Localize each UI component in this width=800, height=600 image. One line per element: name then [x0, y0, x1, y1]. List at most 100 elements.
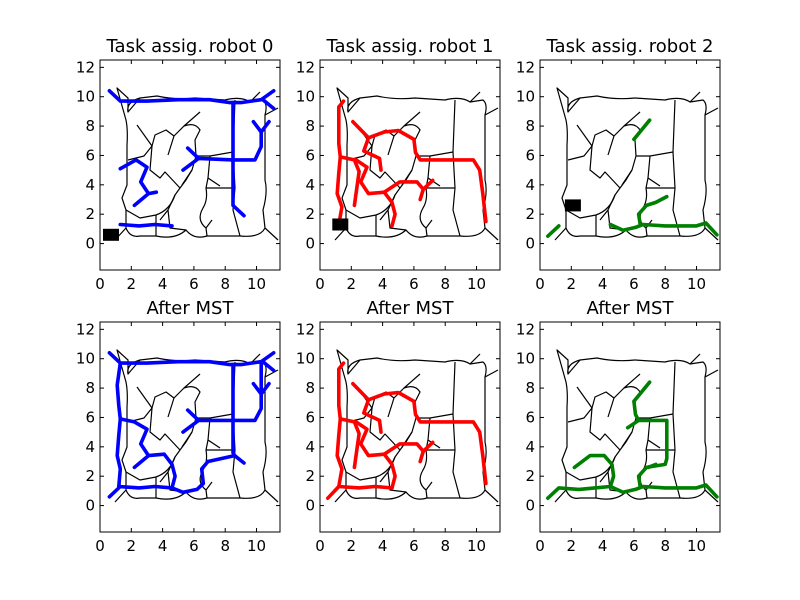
- path-segment: [338, 417, 361, 470]
- path-segment: [335, 361, 394, 490]
- y-tick-label: 4: [305, 438, 315, 456]
- y-tick-label: 2: [525, 205, 535, 223]
- path-segment: [118, 222, 174, 228]
- y-tick-label: 4: [525, 176, 535, 194]
- path-segment: [181, 130, 264, 172]
- y-tick-label: 2: [85, 205, 95, 223]
- path-segment: [132, 453, 151, 470]
- y-tick-label: 6: [525, 408, 535, 426]
- y-tick-label: 0: [85, 497, 95, 515]
- y-tick-label: 6: [525, 146, 535, 164]
- path-segment: [107, 484, 123, 499]
- y-tick-label: 4: [525, 438, 535, 456]
- subplot-after-mst-robot-2: 0 2 4 6 8 10 0 2 4 6 8 10 12 After MST: [516, 298, 721, 555]
- y-tick-label: 2: [525, 467, 535, 485]
- x-tick-label: 6: [189, 275, 199, 293]
- x-tick-label: 2: [347, 275, 357, 293]
- subplot-title: After MST: [147, 298, 235, 319]
- path-segment: [231, 100, 246, 218]
- x-tick-label: 8: [440, 537, 450, 555]
- x-tick-label: 10: [467, 275, 486, 293]
- path-segment: [545, 224, 561, 238]
- y-tick-label: 10: [516, 350, 535, 368]
- x-tick-label: 8: [220, 275, 230, 293]
- x-tick-label: 0: [315, 275, 325, 293]
- x-tick-label: 2: [567, 275, 577, 293]
- path-segment: [351, 381, 383, 434]
- y-tick-label: 12: [76, 320, 95, 338]
- y-tick-label: 8: [85, 117, 95, 135]
- subplot-title: Task assig. robot 2: [546, 36, 714, 57]
- y-tick-label: 10: [296, 350, 315, 368]
- y-tick-label: 4: [85, 438, 95, 456]
- path-segment: [338, 155, 361, 208]
- y-tick-label: 10: [76, 350, 95, 368]
- x-tick-label: 4: [158, 537, 168, 555]
- y-tick-label: 10: [516, 88, 535, 106]
- path-segment: [231, 362, 246, 465]
- x-tick-label: 4: [598, 537, 608, 555]
- x-tick-label: 10: [467, 537, 486, 555]
- y-tick-label: 12: [76, 58, 95, 76]
- series-paths: [107, 89, 276, 228]
- robot-marker: [564, 199, 581, 212]
- y-tick-label: 2: [85, 467, 95, 485]
- path-segment: [366, 390, 488, 486]
- path-segment: [366, 128, 488, 224]
- x-tick-label: 10: [247, 275, 266, 293]
- x-tick-label: 0: [95, 275, 105, 293]
- y-tick-label: 6: [305, 146, 315, 164]
- y-tick-label: 6: [85, 146, 95, 164]
- x-tick-label: 6: [409, 275, 419, 293]
- x-tick-label: 6: [189, 537, 199, 555]
- path-segment: [335, 99, 346, 227]
- y-tick-label: 6: [85, 408, 95, 426]
- path-segment: [608, 221, 719, 237]
- path-segment: [351, 119, 383, 172]
- y-tick-label: 12: [296, 58, 315, 76]
- path-segment: [206, 453, 237, 464]
- subplot-task-robot-2: 0 2 4 6 8 10 0 2 4 6 8 10 12 Task assig. robot 2: [516, 36, 721, 293]
- path-segment: [181, 359, 264, 434]
- x-tick-label: 8: [220, 537, 230, 555]
- y-tick-label: 10: [296, 88, 315, 106]
- y-tick-label: 0: [525, 497, 535, 515]
- path-segment: [118, 417, 210, 495]
- x-tick-label: 10: [687, 275, 706, 293]
- axes-frame: [319, 59, 501, 271]
- x-tick-label: 10: [247, 537, 266, 555]
- subplot-title: Task assig. robot 1: [326, 36, 494, 57]
- x-tick-label: 4: [378, 537, 388, 555]
- path-segment: [636, 194, 669, 227]
- path-segment: [260, 359, 276, 373]
- path-segment: [382, 440, 435, 457]
- y-tick-label: 8: [305, 117, 315, 135]
- subplot-title: After MST: [587, 298, 675, 319]
- y-tick-label: 8: [305, 379, 315, 397]
- x-tick-label: 6: [629, 537, 639, 555]
- subplot-title: After MST: [367, 298, 455, 319]
- path-segment: [118, 158, 159, 208]
- path-segment: [545, 483, 719, 501]
- x-tick-label: 8: [660, 275, 670, 293]
- x-tick-label: 4: [378, 275, 388, 293]
- path-segment: [418, 449, 426, 464]
- y-tick-label: 10: [76, 88, 95, 106]
- y-tick-label: 0: [305, 235, 315, 253]
- y-tick-label: 0: [305, 497, 315, 515]
- y-tick-label: 4: [85, 176, 95, 194]
- y-tick-label: 12: [516, 58, 535, 76]
- y-tick-label: 4: [305, 176, 315, 194]
- path-segment: [632, 118, 652, 142]
- x-tick-label: 6: [629, 275, 639, 293]
- x-tick-label: 0: [535, 537, 545, 555]
- x-tick-label: 2: [567, 537, 577, 555]
- x-tick-label: 2: [347, 537, 357, 555]
- axes-frame: [539, 59, 721, 271]
- x-tick-label: 8: [660, 537, 670, 555]
- series-paths: [545, 380, 719, 501]
- axes-frame: [539, 321, 721, 533]
- path-segment: [632, 380, 669, 489]
- x-tick-label: 4: [158, 275, 168, 293]
